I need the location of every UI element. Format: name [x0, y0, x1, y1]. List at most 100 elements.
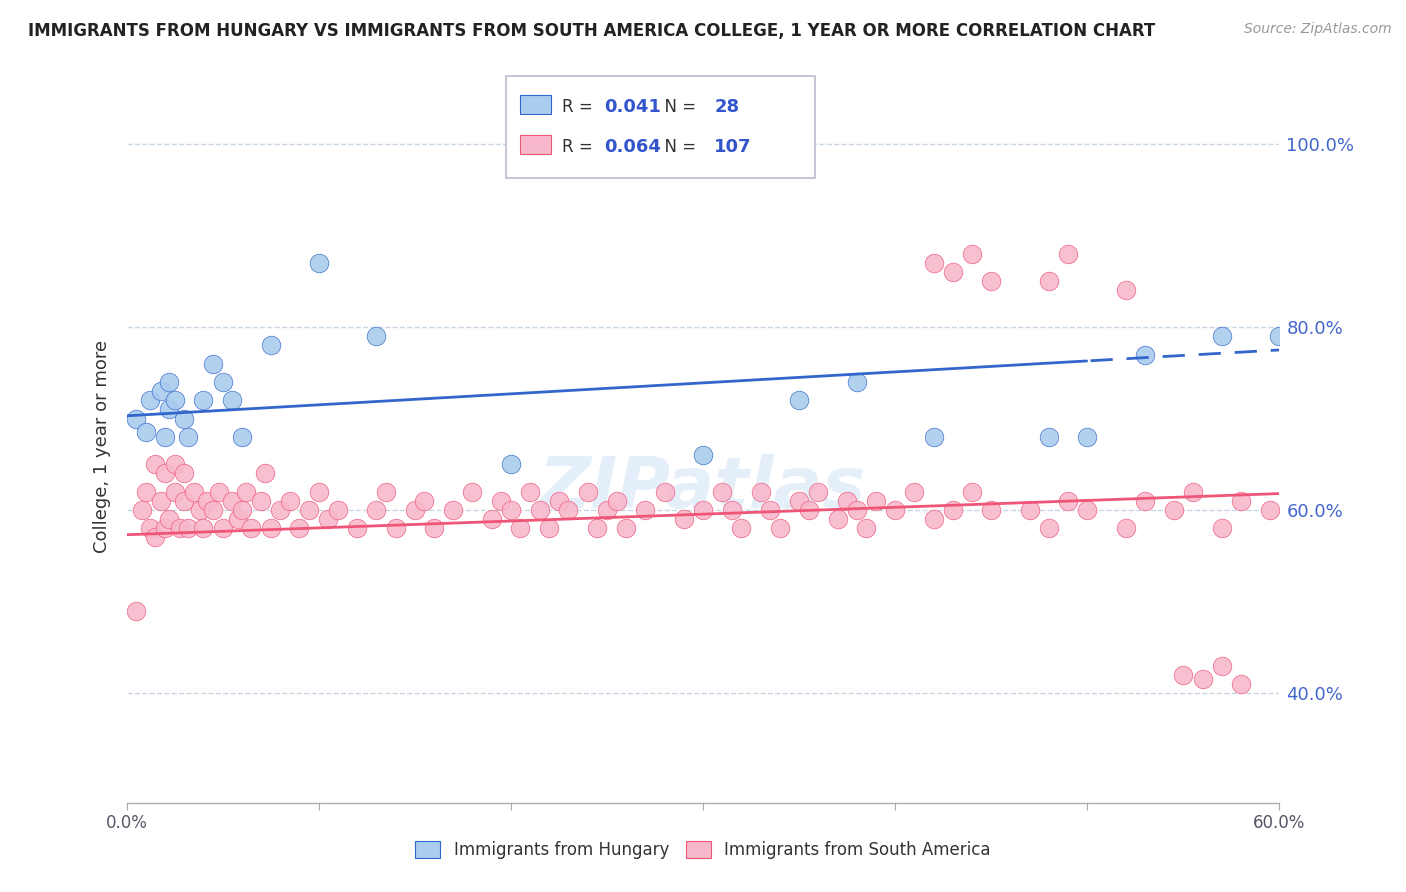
Point — [1038, 521, 1060, 535]
Point — [787, 393, 810, 408]
Point — [491, 494, 513, 508]
Point — [922, 430, 945, 444]
Point — [720, 503, 742, 517]
Point — [1076, 430, 1098, 444]
Point — [1076, 503, 1098, 517]
Point — [193, 521, 215, 535]
Point — [153, 521, 176, 535]
Point — [845, 375, 868, 389]
Point — [769, 521, 792, 535]
Point — [1173, 667, 1195, 681]
Point — [308, 484, 330, 499]
Point — [1211, 329, 1233, 343]
Point — [942, 503, 965, 517]
Point — [346, 521, 368, 535]
Legend: Immigrants from Hungary, Immigrants from South America: Immigrants from Hungary, Immigrants from… — [409, 834, 997, 866]
Point — [865, 494, 887, 508]
Point — [499, 458, 522, 472]
Text: IMMIGRANTS FROM HUNGARY VS IMMIGRANTS FROM SOUTH AMERICA COLLEGE, 1 YEAR OR MORE: IMMIGRANTS FROM HUNGARY VS IMMIGRANTS FR… — [28, 22, 1156, 40]
Point — [423, 521, 446, 535]
Point — [231, 503, 253, 517]
Point — [692, 503, 714, 517]
Point — [173, 411, 195, 425]
Point — [730, 521, 752, 535]
Point — [288, 521, 311, 535]
Point — [259, 521, 281, 535]
Point — [557, 503, 579, 517]
Text: R =: R = — [562, 98, 599, 116]
Point — [157, 402, 180, 417]
Point — [1133, 494, 1156, 508]
Point — [1230, 494, 1253, 508]
Point — [845, 503, 868, 517]
Point — [980, 274, 1002, 288]
Point — [519, 484, 541, 499]
Text: N =: N = — [654, 138, 702, 156]
Text: 28: 28 — [714, 98, 740, 116]
Point — [150, 494, 173, 508]
Point — [278, 494, 301, 508]
Point — [1211, 658, 1233, 673]
Point — [797, 503, 820, 517]
Point — [374, 484, 398, 499]
Text: 0.041: 0.041 — [605, 98, 661, 116]
Point — [1115, 521, 1137, 535]
Point — [298, 503, 321, 517]
Point — [807, 484, 830, 499]
Point — [548, 494, 571, 508]
Point — [202, 357, 225, 371]
Point — [827, 512, 849, 526]
Point — [150, 384, 173, 398]
Point — [195, 494, 218, 508]
Point — [1057, 247, 1080, 261]
Point — [208, 484, 231, 499]
Point — [177, 430, 200, 444]
Point — [787, 494, 810, 508]
Point — [1057, 494, 1080, 508]
Point — [654, 484, 676, 499]
Point — [711, 484, 734, 499]
Point — [235, 484, 257, 499]
Point — [163, 484, 186, 499]
Point — [1115, 284, 1137, 298]
Point — [499, 503, 522, 517]
Point — [1018, 503, 1040, 517]
Point — [308, 256, 330, 270]
Point — [903, 484, 925, 499]
Point — [250, 494, 273, 508]
Point — [163, 458, 186, 472]
Point — [461, 484, 484, 499]
Point — [606, 494, 628, 508]
Point — [586, 521, 609, 535]
Point — [131, 503, 153, 517]
Point — [441, 503, 464, 517]
Point — [1163, 503, 1185, 517]
Point — [1211, 521, 1233, 535]
Point — [177, 521, 200, 535]
Point — [231, 430, 253, 444]
Point — [183, 484, 205, 499]
Point — [125, 411, 148, 425]
Point — [138, 393, 160, 408]
Point — [835, 494, 858, 508]
Point — [125, 604, 148, 618]
Point — [157, 375, 180, 389]
Point — [318, 512, 340, 526]
Point — [153, 467, 176, 481]
Point — [481, 512, 503, 526]
Point — [884, 503, 907, 517]
Point — [259, 338, 281, 352]
Point — [576, 484, 599, 499]
Point — [221, 494, 243, 508]
Point — [173, 494, 195, 508]
Point — [366, 503, 388, 517]
Point — [226, 512, 249, 526]
Point — [942, 265, 965, 279]
Point — [960, 484, 983, 499]
Point — [614, 521, 637, 535]
Point — [672, 512, 695, 526]
Point — [634, 503, 657, 517]
Point — [366, 329, 388, 343]
Point — [960, 247, 983, 261]
Point — [211, 375, 233, 389]
